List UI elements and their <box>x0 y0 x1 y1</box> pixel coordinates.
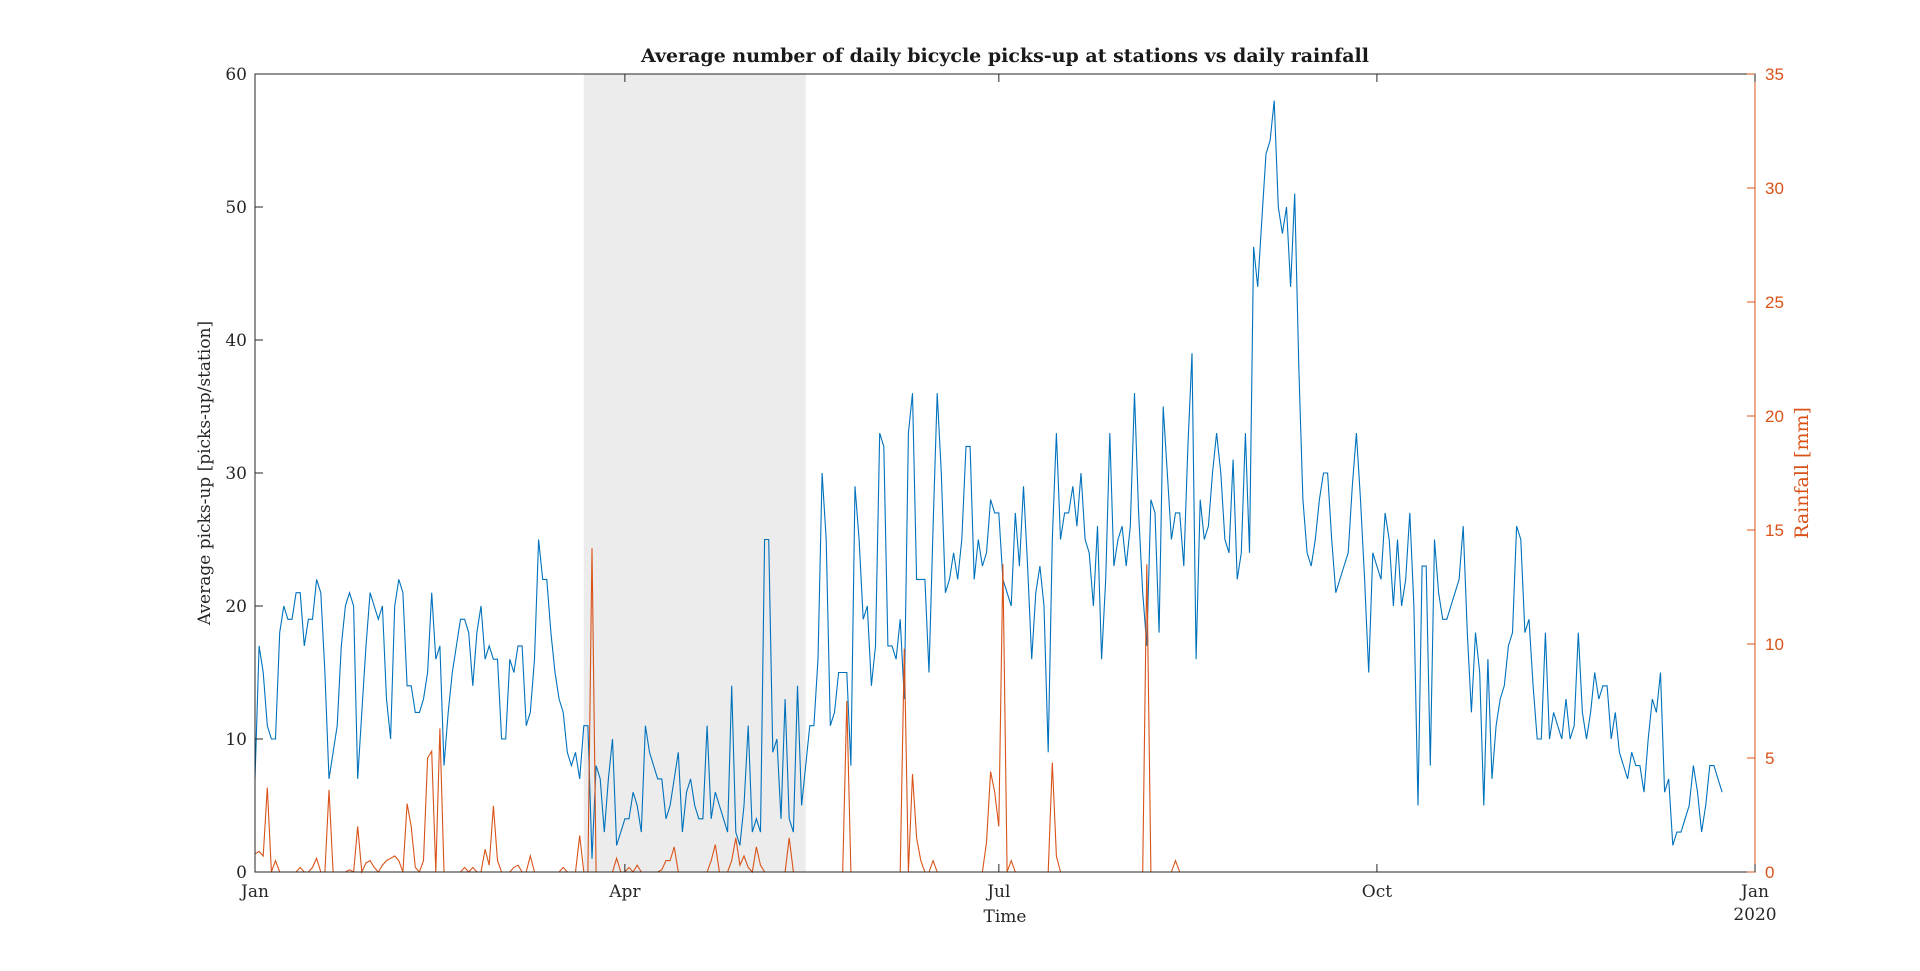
left-tick-label: 10 <box>225 730 247 750</box>
x-tick-label: Oct <box>1362 882 1392 902</box>
right-tick-label: 20 <box>1765 407 1784 426</box>
left-tick-label: 60 <box>225 65 247 85</box>
left-tick-label: 30 <box>225 464 247 484</box>
y-axis-label-right: Rainfall [mm] <box>1791 407 1813 539</box>
left-tick-label: 40 <box>225 331 247 351</box>
x-axis-label: Time <box>984 907 1027 927</box>
right-series-layer <box>254 548 1723 875</box>
right-tick-label: 35 <box>1765 65 1784 84</box>
right-tick-label: 30 <box>1765 179 1784 198</box>
series-line-left <box>254 100 1723 859</box>
left-y-axis: 0 10 20 30 40 50 60 <box>225 65 263 883</box>
left-tick-label: 0 <box>236 863 247 883</box>
right-tick-label: 25 <box>1765 293 1784 312</box>
y-axis-label-left: Average picks-up [picks-up/station] <box>195 321 215 626</box>
series-line-right <box>254 548 1723 875</box>
x-tick-label: Jan <box>1739 882 1769 902</box>
right-tick-label: 10 <box>1765 635 1784 654</box>
x-tick-label: Jul <box>985 882 1010 902</box>
right-tick-label: 15 <box>1765 521 1784 540</box>
chart-title: Average number of daily bicycle picks-up… <box>640 45 1369 67</box>
left-tick-label: 50 <box>225 198 247 218</box>
x-tick-label: Apr <box>608 882 641 902</box>
left-series-layer <box>254 100 1723 859</box>
x-year-label: 2020 <box>1733 905 1776 925</box>
x-tick-label: Jan <box>239 882 269 902</box>
right-tick-label: 5 <box>1765 749 1774 768</box>
left-tick-label: 20 <box>225 597 247 617</box>
x-axis: Jan Apr Jul Oct Jan <box>239 74 1769 902</box>
right-y-axis: 0 5 10 15 20 25 30 35 <box>1747 65 1784 882</box>
shaded-region <box>583 74 806 872</box>
right-tick-label: 0 <box>1765 863 1774 882</box>
